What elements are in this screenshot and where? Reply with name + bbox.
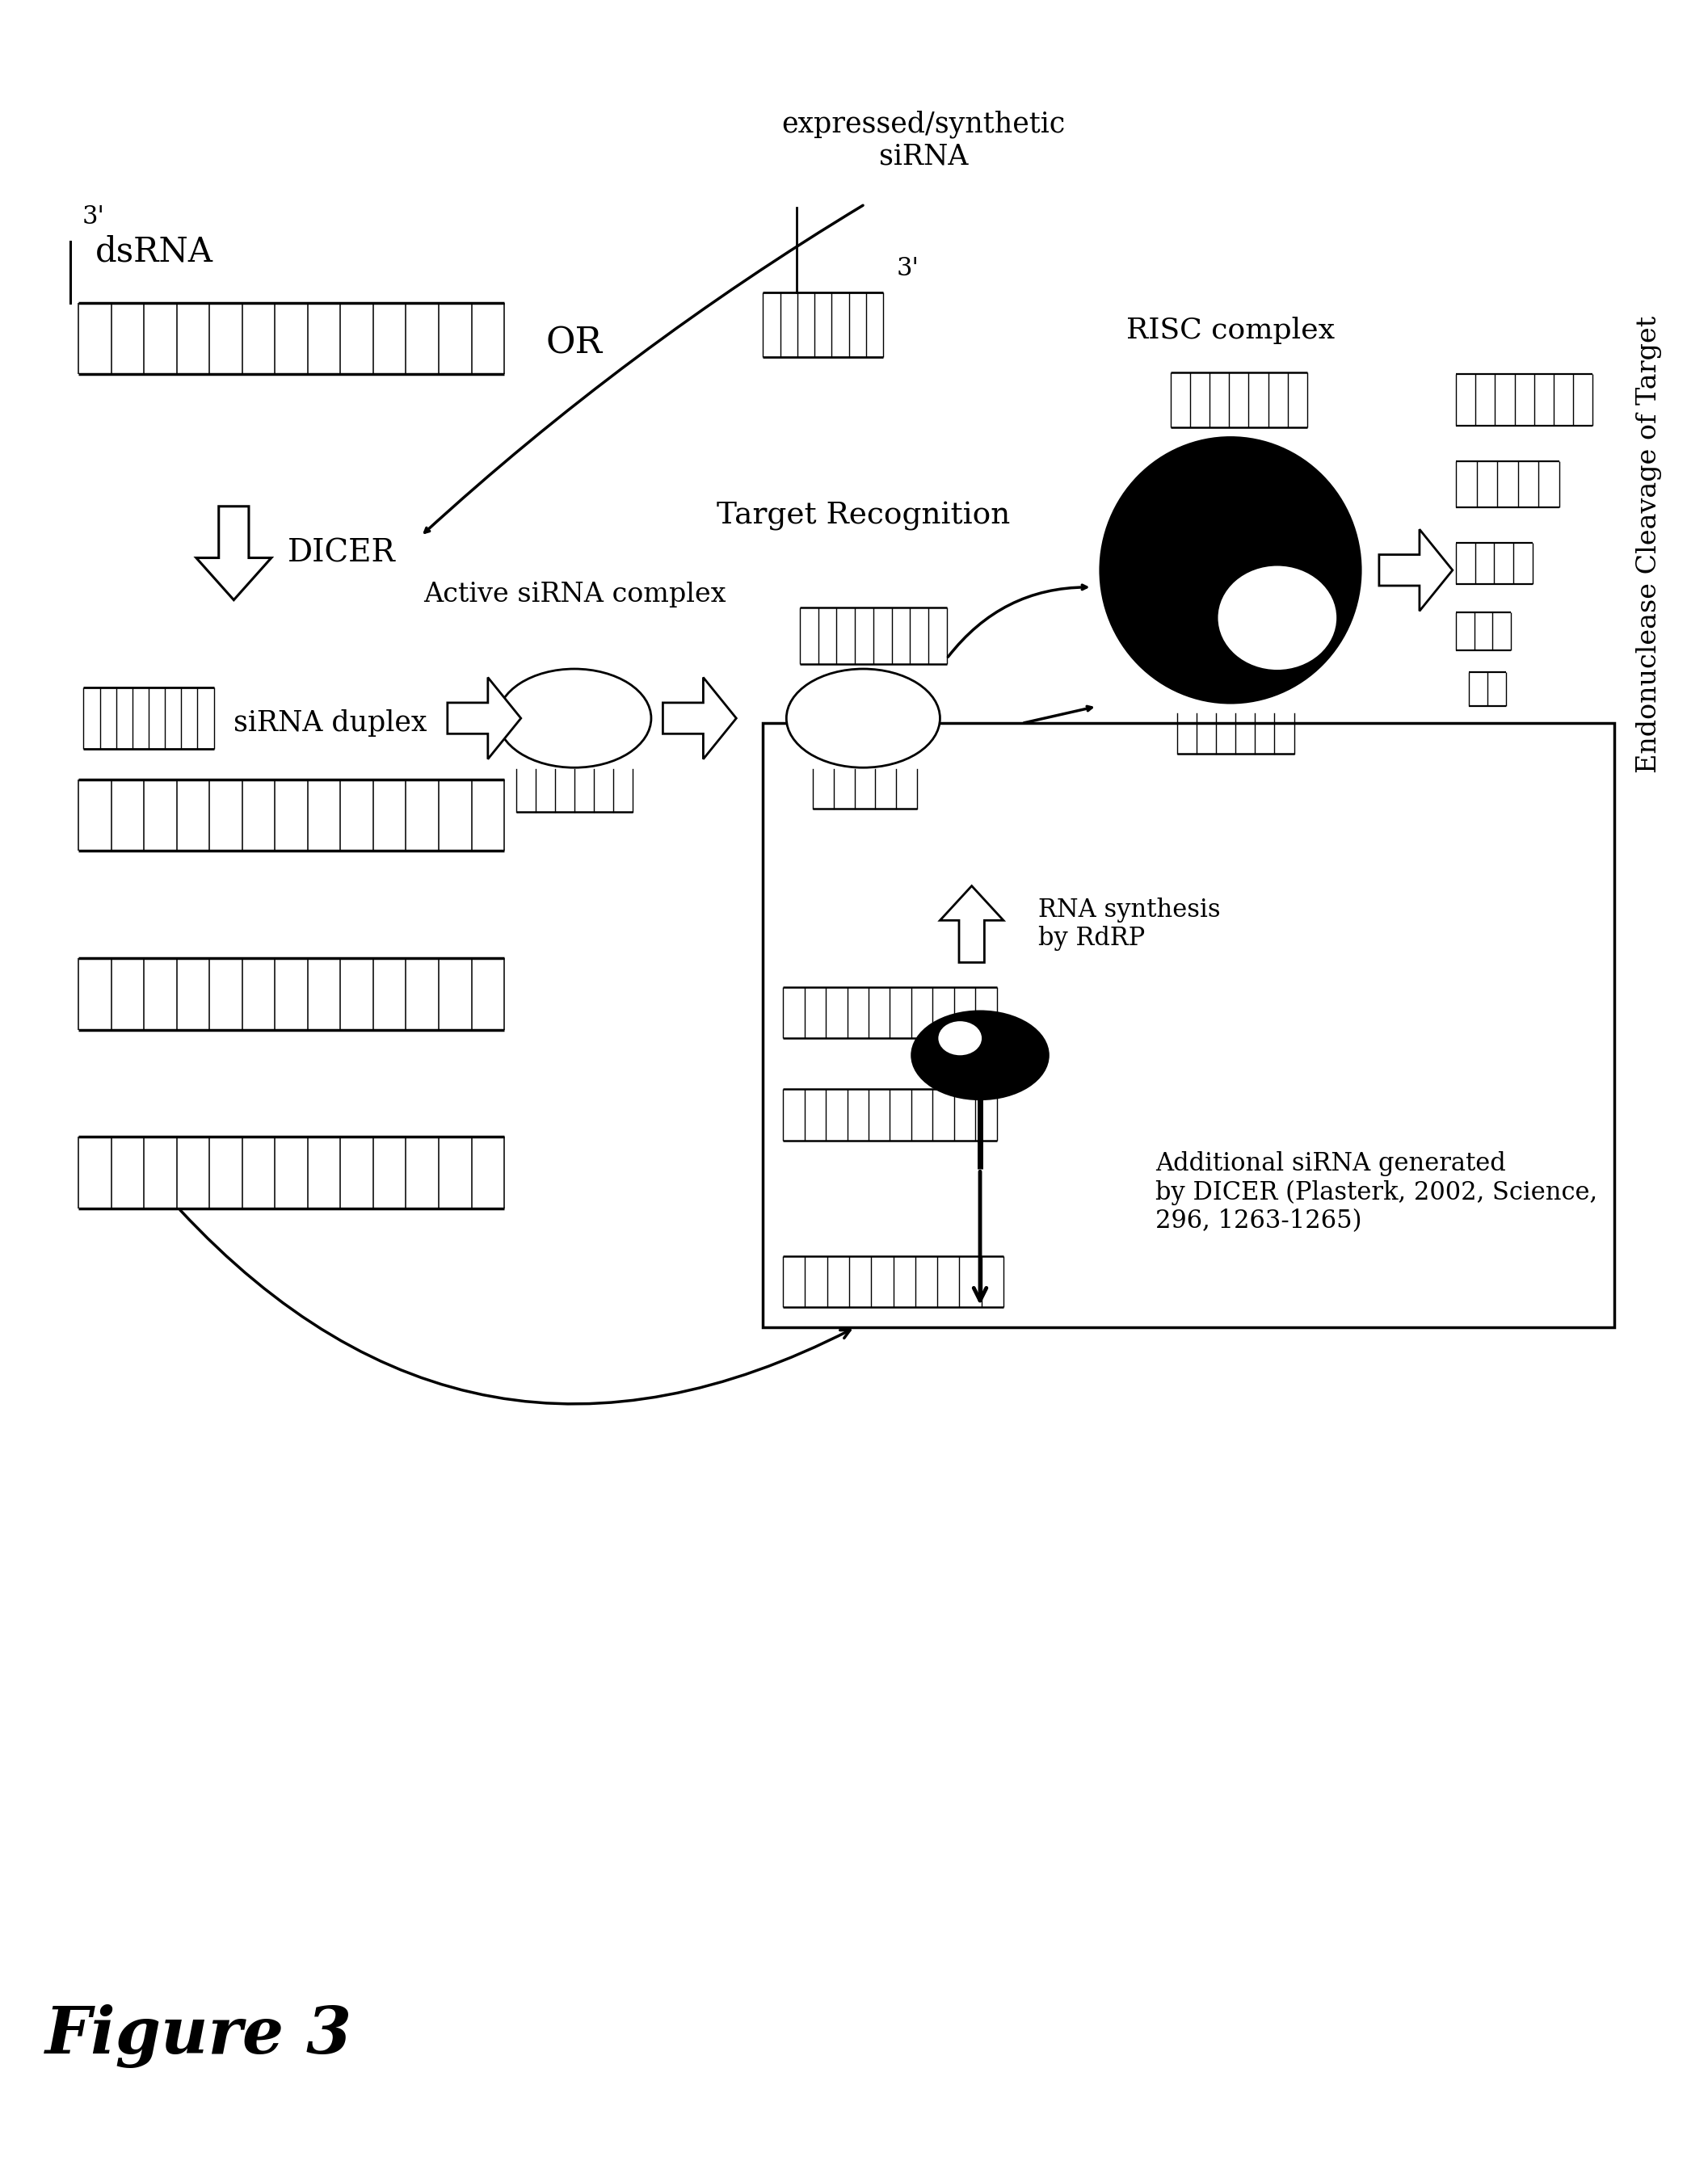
FancyBboxPatch shape <box>763 723 1614 1327</box>
Ellipse shape <box>786 669 939 769</box>
Polygon shape <box>447 678 521 760</box>
Text: Endonuclease Cleavage of Target: Endonuclease Cleavage of Target <box>1636 316 1662 773</box>
Text: Active siRNA complex: Active siRNA complex <box>424 582 726 608</box>
Ellipse shape <box>938 1022 982 1054</box>
Circle shape <box>1100 437 1361 704</box>
Polygon shape <box>663 678 736 760</box>
Polygon shape <box>1378 528 1452 611</box>
Text: siRNA duplex: siRNA duplex <box>234 710 427 736</box>
Polygon shape <box>939 885 1003 963</box>
Text: OR: OR <box>547 327 603 362</box>
Text: 3': 3' <box>897 255 919 281</box>
Text: 3': 3' <box>82 206 104 229</box>
Text: DICER: DICER <box>287 539 395 567</box>
Ellipse shape <box>912 1011 1049 1100</box>
Ellipse shape <box>1218 565 1337 671</box>
Polygon shape <box>196 507 272 600</box>
Ellipse shape <box>497 669 651 769</box>
Text: RNA synthesis
by RdRP: RNA synthesis by RdRP <box>1038 896 1221 950</box>
Text: Figure 3: Figure 3 <box>44 2005 352 2068</box>
Text: RISC complex: RISC complex <box>1126 316 1334 344</box>
FancyArrowPatch shape <box>181 1210 851 1403</box>
Text: Target Recognition: Target Recognition <box>716 502 1009 530</box>
Text: expressed/synthetic
siRNA: expressed/synthetic siRNA <box>781 110 1066 171</box>
Text: Additional siRNA generated
by DICER (Plasterk, 2002, Science,
296, 1263-1265): Additional siRNA generated by DICER (Pla… <box>1155 1152 1597 1234</box>
Text: dsRNA: dsRNA <box>96 236 214 268</box>
